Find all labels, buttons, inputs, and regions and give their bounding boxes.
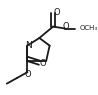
Text: OCH₃: OCH₃	[79, 25, 97, 31]
Text: O: O	[25, 70, 32, 79]
Text: O: O	[63, 22, 69, 31]
Text: O: O	[53, 8, 60, 17]
Text: O: O	[39, 59, 46, 68]
Text: N: N	[25, 41, 32, 50]
